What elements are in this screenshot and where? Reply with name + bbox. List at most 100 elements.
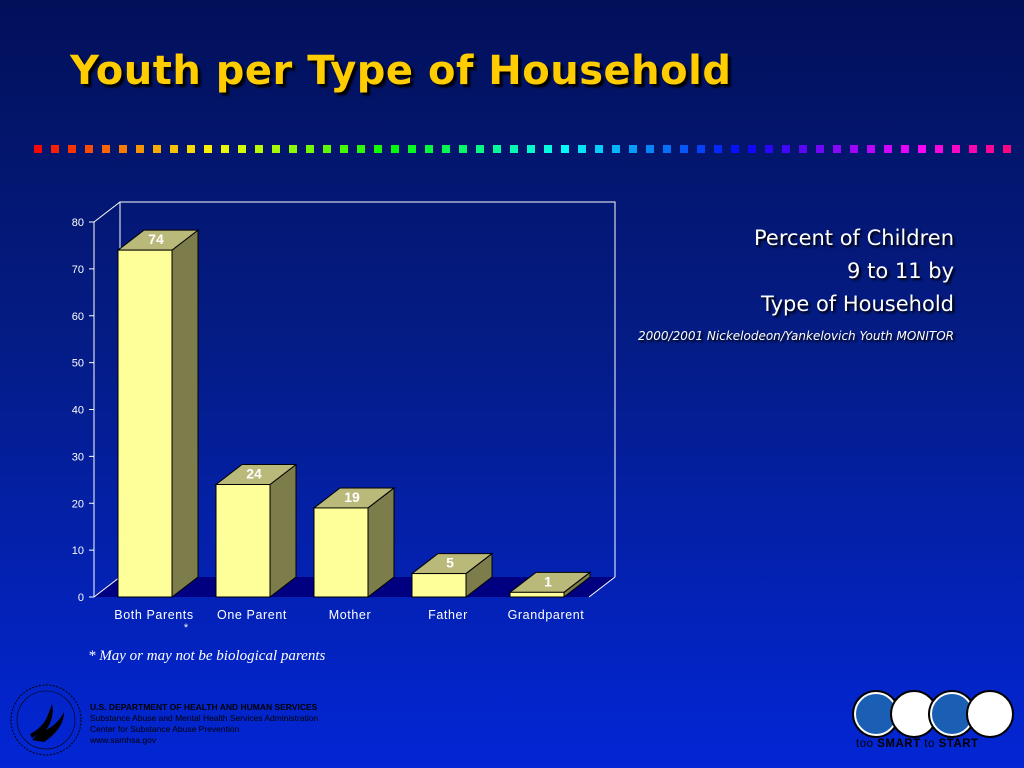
divider-square xyxy=(782,145,790,153)
divider-square xyxy=(204,145,212,153)
x-tick-label: Both Parents xyxy=(114,608,193,622)
data-label: 5 xyxy=(446,555,454,571)
divider-square xyxy=(714,145,722,153)
data-label: 1 xyxy=(544,573,552,589)
divider-square xyxy=(595,145,603,153)
y-tick-label: 50 xyxy=(72,358,84,370)
divider-square xyxy=(119,145,127,153)
hhs-center: Center for Substance Abuse Prevention xyxy=(90,724,240,734)
divider-square xyxy=(680,145,688,153)
divider-square xyxy=(952,145,960,153)
divider-square xyxy=(544,145,552,153)
slogan-too: too xyxy=(856,738,874,750)
face-icon xyxy=(968,692,1012,736)
divider-square xyxy=(476,145,484,153)
bar-side xyxy=(171,229,199,599)
data-label: 19 xyxy=(344,489,360,505)
divider-square xyxy=(578,145,586,153)
divider-square xyxy=(306,145,314,153)
x-tick-label: Grandparent xyxy=(508,608,585,622)
back-wall-edge xyxy=(93,201,121,223)
divider-square xyxy=(850,145,858,153)
divider-square xyxy=(969,145,977,153)
y-tick-label: 60 xyxy=(72,311,84,323)
divider-square xyxy=(374,145,382,153)
divider-square xyxy=(697,145,705,153)
divider-square xyxy=(51,145,59,153)
data-label: 24 xyxy=(246,466,262,482)
divider-square xyxy=(561,145,569,153)
color-divider xyxy=(34,145,1011,153)
divider-square xyxy=(1003,145,1011,153)
slogan-smart: SMART xyxy=(877,738,921,750)
divider-square xyxy=(34,145,42,153)
y-tick-label: 20 xyxy=(72,498,84,510)
y-tick-label: 70 xyxy=(72,264,84,276)
footnote-marker: * xyxy=(184,622,189,634)
footnote: * May or may not be biological parents xyxy=(88,648,326,664)
data-label: 74 xyxy=(148,231,164,247)
divider-square xyxy=(748,145,756,153)
caption-line-2: 9 to 11 by xyxy=(847,259,954,283)
divider-square xyxy=(68,145,76,153)
divider-square xyxy=(187,145,195,153)
page-title: Youth per Type of Household xyxy=(70,48,732,94)
divider-square xyxy=(935,145,943,153)
hhs-agency-text: U.S. DEPARTMENT OF HEALTH AND HUMAN SERV… xyxy=(90,702,318,746)
divider-square xyxy=(136,145,144,153)
bar-side xyxy=(269,463,297,599)
divider-square xyxy=(646,145,654,153)
bar xyxy=(313,507,369,598)
divider-square xyxy=(918,145,926,153)
divider-square xyxy=(799,145,807,153)
data-source: 2000/2001 Nickelodeon/Yankelovich Youth … xyxy=(637,329,954,343)
y-tick-label: 40 xyxy=(72,405,84,417)
divider-square xyxy=(459,145,467,153)
divider-square xyxy=(238,145,246,153)
y-tick-label: 10 xyxy=(72,545,84,557)
face-icon xyxy=(854,692,898,736)
divider-square xyxy=(323,145,331,153)
divider-square xyxy=(629,145,637,153)
divider-square xyxy=(833,145,841,153)
x-tick-label: Father xyxy=(428,608,468,622)
slogan-to: to xyxy=(924,738,935,750)
divider-square xyxy=(612,145,620,153)
divider-square xyxy=(816,145,824,153)
hhs-website[interactable]: www.samhsa.gov xyxy=(90,735,157,745)
x-tick-label: One Parent xyxy=(217,608,287,622)
divider-square xyxy=(765,145,773,153)
caption-line-1: Percent of Children xyxy=(754,226,954,250)
divider-square xyxy=(85,145,93,153)
campaign-slogan: too SMART to START xyxy=(856,738,979,750)
bar xyxy=(215,484,271,598)
divider-square xyxy=(340,145,348,153)
hhs-department: U.S. DEPARTMENT OF HEALTH AND HUMAN SERV… xyxy=(90,702,318,712)
slogan-start: START xyxy=(938,738,979,750)
bar xyxy=(411,573,467,598)
y-tick-label: 30 xyxy=(72,451,84,463)
divider-square xyxy=(357,145,365,153)
divider-square xyxy=(272,145,280,153)
divider-square xyxy=(901,145,909,153)
divider-square xyxy=(527,145,535,153)
divider-square xyxy=(867,145,875,153)
divider-square xyxy=(408,145,416,153)
bar xyxy=(117,249,173,598)
floor-edge-right xyxy=(588,576,616,598)
divider-square xyxy=(391,145,399,153)
divider-square xyxy=(510,145,518,153)
divider-square xyxy=(986,145,994,153)
hhs-eagle-seal-icon xyxy=(10,684,82,756)
divider-square xyxy=(289,145,297,153)
hhs-agency: Substance Abuse and Mental Health Servic… xyxy=(90,713,319,723)
divider-square xyxy=(102,145,110,153)
divider-square xyxy=(884,145,892,153)
divider-square xyxy=(663,145,671,153)
divider-square xyxy=(493,145,501,153)
y-tick-label: 80 xyxy=(72,217,84,229)
divider-square xyxy=(255,145,263,153)
divider-square xyxy=(170,145,178,153)
y-tick-label: 0 xyxy=(78,592,84,604)
